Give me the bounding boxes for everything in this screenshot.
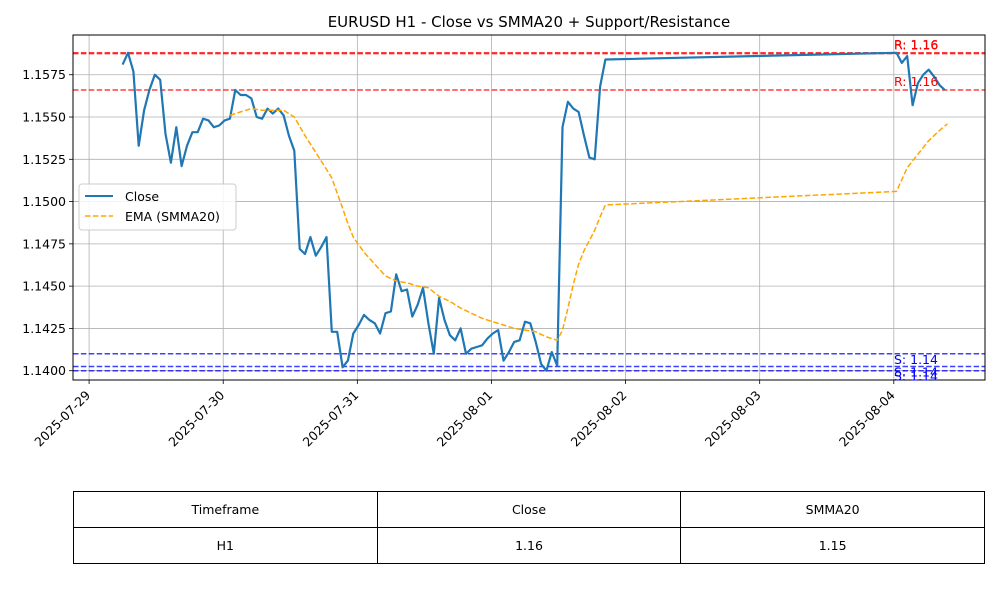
table-header-cell: Timeframe: [73, 491, 378, 528]
x-tick-label: 2025-08-04: [836, 387, 898, 449]
table-row: H1 1.16 1.15: [73, 527, 985, 564]
table-header-cell: SMMA20: [680, 491, 985, 528]
support-level-label: S: 1.14: [894, 352, 938, 367]
legend: Close EMA (SMMA20): [78, 183, 237, 231]
series-lines: [121, 51, 948, 372]
table-cell: 1.16: [376, 527, 682, 564]
y-tick-label: 1.1450: [22, 279, 66, 294]
x-tick-label: 2025-08-01: [434, 388, 496, 450]
plot-area-frame: [72, 34, 986, 381]
legend-smma-label: EMA (SMMA20): [125, 209, 220, 224]
y-tick-label: 1.1575: [22, 67, 66, 82]
y-tick-label: 1.1400: [22, 363, 66, 378]
chart-title: EURUSD H1 - Close vs SMMA20 + Support/Re…: [328, 13, 731, 31]
support-level-label: S: 1.14: [894, 364, 938, 379]
x-tick-label: 2025-07-31: [299, 388, 361, 450]
table-cell: H1: [73, 527, 378, 564]
smma20-line: [229, 107, 948, 342]
resistance-level-label: R: 1.16: [894, 38, 938, 53]
x-tick-label: 2025-08-02: [568, 388, 630, 450]
close-line: [121, 51, 946, 372]
y-tick-label: 1.1475: [22, 236, 66, 251]
resistance-level-label: R: 1.16: [894, 37, 938, 52]
x-tick-label: 2025-07-29: [31, 387, 93, 449]
y-tick-label: 1.1550: [22, 110, 66, 125]
support-level-label: S: 1.14: [894, 369, 938, 384]
x-tick-label: 2025-08-03: [702, 388, 764, 450]
legend-box: [78, 183, 237, 231]
table-header-row: Timeframe Close SMMA20: [73, 491, 985, 528]
level-labels: R: 1.16R: 1.16R: 1.16S: 1.14S: 1.14S: 1.…: [894, 37, 938, 384]
resistance-level-label: R: 1.16: [894, 74, 938, 89]
legend-close-label: Close: [125, 189, 159, 204]
table-cell: 1.15: [680, 527, 985, 564]
y-tick-label: 1.1500: [22, 194, 66, 209]
y-axis: 1.1400 1.1425 1.1450 1.1475 1.1500 1.1525 1.15…: [22, 67, 73, 378]
y-tick-label: 1.1425: [22, 321, 66, 336]
summary-table: Timeframe Close SMMA20 H1 1.16 1.15: [73, 491, 985, 564]
x-axis: 2025-07-29 2025-07-30 2025-07-31 2025-08-01…: [31, 380, 898, 449]
y-tick-label: 1.1525: [22, 152, 66, 167]
table-header-cell: Close: [376, 491, 682, 528]
x-tick-label: 2025-07-30: [165, 387, 227, 449]
